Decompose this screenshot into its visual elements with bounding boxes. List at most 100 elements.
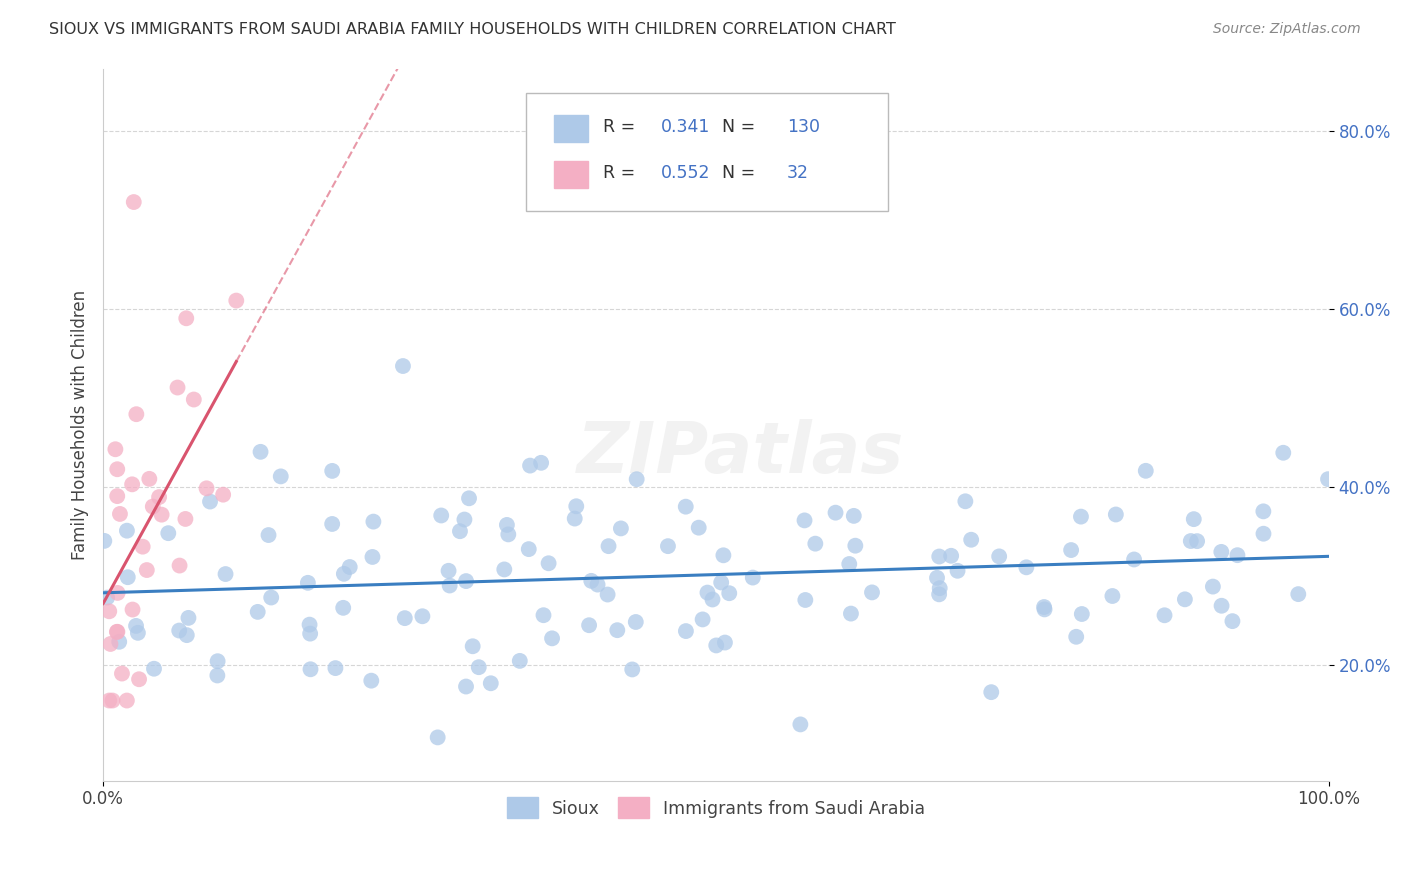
Point (333, 566, 356, 581)
Point (1226, 548, 1249, 562)
Point (108, 507, 131, 521)
Point (167, 624, 190, 638)
Point (437, 564, 460, 578)
Text: 0.552: 0.552 (661, 164, 710, 182)
Point (1123, 552, 1146, 566)
Text: 130: 130 (787, 118, 820, 136)
Point (138, 472, 160, 486)
Point (713, 549, 735, 563)
Point (449, 524, 471, 539)
Point (461, 640, 484, 654)
Point (225, 293, 247, 308)
Point (121, 602, 143, 616)
Point (519, 458, 541, 473)
Point (246, 605, 269, 619)
Point (212, 488, 235, 502)
Point (454, 574, 477, 588)
Point (675, 500, 697, 514)
Point (363, 515, 385, 529)
Point (804, 536, 827, 550)
Point (1211, 599, 1233, 613)
Point (207, 668, 229, 682)
Text: R =: R = (603, 118, 641, 136)
Point (270, 469, 292, 483)
Point (793, 513, 815, 527)
Point (946, 564, 969, 578)
Legend: Sioux, Immigrants from Saudi Arabia: Sioux, Immigrants from Saudi Arabia (501, 790, 932, 825)
Point (789, 717, 811, 731)
Point (1064, 630, 1087, 644)
Point (692, 612, 714, 626)
Point (321, 464, 343, 478)
Point (509, 654, 531, 668)
Point (1180, 534, 1202, 549)
Point (360, 673, 382, 688)
Point (980, 685, 1002, 699)
Point (297, 575, 319, 590)
Point (824, 506, 846, 520)
Point (517, 542, 540, 557)
Point (111, 666, 134, 681)
Point (1202, 580, 1225, 594)
Point (1286, 587, 1309, 601)
Point (621, 663, 644, 677)
Point (325, 661, 347, 675)
Point (1317, 472, 1340, 486)
Point (696, 585, 718, 599)
Point (249, 445, 271, 459)
Text: Source: ZipAtlas.com: Source: ZipAtlas.com (1213, 22, 1361, 37)
Point (148, 490, 170, 504)
Point (142, 500, 165, 514)
Point (183, 392, 205, 407)
Point (299, 662, 322, 676)
Text: N =: N = (723, 118, 761, 136)
Point (564, 511, 586, 525)
Point (606, 623, 628, 637)
Point (115, 693, 138, 707)
Point (530, 456, 553, 470)
Point (675, 624, 697, 638)
Point (741, 570, 763, 584)
Point (96, 591, 118, 605)
Point (93, 533, 115, 548)
Point (105, 489, 128, 503)
Text: ZIPatlas: ZIPatlas (576, 418, 904, 488)
Point (157, 526, 180, 541)
Point (121, 477, 143, 491)
Point (394, 611, 416, 625)
Text: 0.341: 0.341 (661, 118, 710, 136)
FancyBboxPatch shape (526, 94, 887, 211)
Point (598, 539, 620, 553)
Point (1222, 614, 1244, 628)
Point (1033, 602, 1056, 616)
Text: SIOUX VS IMMIGRANTS FROM SAUDI ARABIA FAMILY HOUSEHOLDS WITH CHILDREN CORRELATIO: SIOUX VS IMMIGRANTS FROM SAUDI ARABIA FA… (49, 22, 896, 37)
Point (411, 609, 433, 624)
Point (928, 549, 950, 564)
Point (533, 608, 555, 623)
Point (494, 562, 516, 576)
Point (844, 539, 866, 553)
Point (98, 604, 121, 618)
Point (176, 628, 198, 642)
Point (1153, 608, 1175, 623)
Point (177, 611, 200, 625)
Point (392, 359, 415, 373)
Point (839, 607, 862, 621)
Point (794, 593, 817, 607)
Point (657, 539, 679, 553)
Y-axis label: Family Households with Children: Family Households with Children (72, 290, 89, 559)
Point (128, 672, 150, 686)
Point (257, 528, 280, 542)
Point (1211, 545, 1233, 559)
Point (100, 637, 122, 651)
Point (108, 634, 131, 648)
Point (610, 521, 633, 535)
Text: N =: N = (723, 164, 761, 182)
Point (361, 549, 384, 564)
Point (143, 662, 166, 676)
Point (298, 617, 321, 632)
Point (496, 517, 519, 532)
Point (702, 592, 724, 607)
Point (578, 618, 600, 632)
Point (1105, 508, 1128, 522)
